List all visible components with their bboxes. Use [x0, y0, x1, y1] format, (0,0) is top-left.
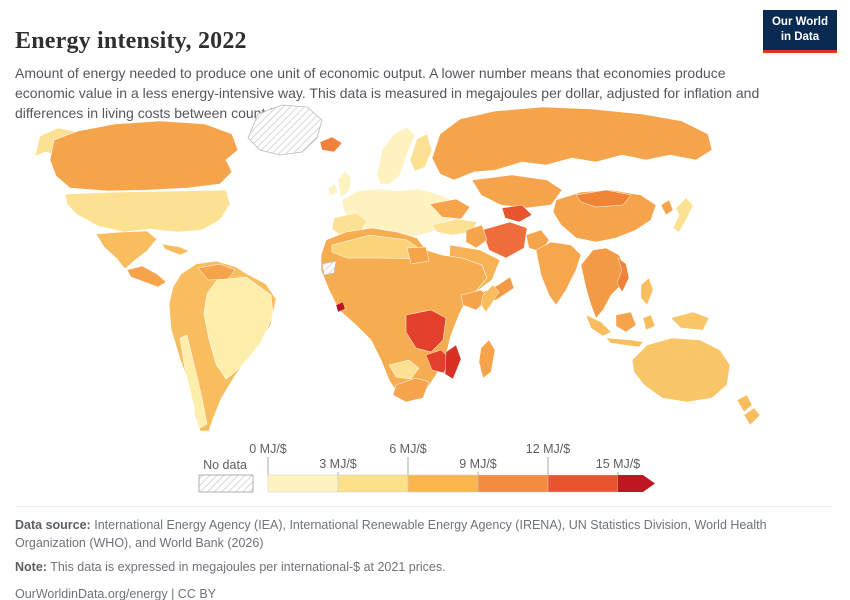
country-papua-new-guinea[interactable] [670, 311, 710, 331]
country-mexico[interactable] [95, 230, 158, 270]
country-drc[interactable] [405, 309, 447, 353]
region-greenland-no-data[interactable] [247, 104, 323, 156]
legend-label-6: 6 MJ/$ [389, 442, 427, 456]
legend-label-15: 15 MJ/$ [596, 457, 641, 471]
legend-swatch-15-plus-arrow[interactable] [618, 475, 655, 492]
country-china[interactable] [552, 189, 657, 243]
island-sulawesi[interactable] [642, 314, 656, 331]
map-legend: No data 0 MJ/$ 3 MJ/$ 6 MJ/$ 9 MJ/$ 12 M… [193, 442, 673, 498]
island-sumatra[interactable] [585, 314, 612, 337]
region-central-america[interactable] [126, 265, 167, 288]
region-western-sahara-no-data[interactable] [321, 260, 337, 276]
region-borneo-malaysia[interactable] [615, 311, 637, 333]
country-new-zealand-north[interactable] [736, 394, 753, 413]
region-iraq-syria[interactable] [465, 224, 488, 249]
legend-label-0: 0 MJ/$ [249, 442, 287, 456]
owid-logo-line2: in Data [780, 30, 820, 43]
country-south-africa[interactable] [392, 377, 430, 403]
country-kazakhstan[interactable] [471, 174, 563, 209]
country-russia[interactable] [431, 106, 713, 181]
region-namibia-botswana[interactable] [388, 359, 420, 380]
owid-logo-accent-bar [762, 49, 837, 53]
country-philippines[interactable] [640, 277, 654, 306]
country-canada[interactable] [49, 120, 239, 192]
country-south-korea[interactable] [660, 199, 674, 216]
legend-swatch-9-12[interactable] [477, 474, 549, 493]
legend-swatch-0-3[interactable] [267, 474, 339, 493]
country-new-zealand-south[interactable] [743, 407, 761, 426]
no-data-label: No data [203, 458, 247, 472]
owid-logo-line1: Our World [771, 16, 828, 28]
country-ireland[interactable] [327, 183, 339, 197]
legend-label-3: 3 MJ/$ [319, 457, 357, 471]
legend-svg: No data 0 MJ/$ 3 MJ/$ 6 MJ/$ 9 MJ/$ 12 M… [198, 442, 655, 493]
legend-swatch-12-15[interactable] [547, 474, 619, 493]
page-title: Energy intensity, 2022 [15, 28, 247, 55]
region-caribbean[interactable] [161, 243, 190, 256]
note-text: This data is expressed in megajoules per… [50, 560, 446, 575]
chart-footer: Data source: International Energy Agency… [15, 506, 833, 600]
legend-label-9: 9 MJ/$ [459, 457, 497, 471]
region-africa[interactable] [320, 227, 488, 401]
region-norway-sweden[interactable] [376, 126, 416, 185]
country-iran[interactable] [481, 221, 528, 259]
country-madagascar[interactable] [478, 339, 496, 379]
island-java[interactable] [605, 337, 644, 348]
country-egypt[interactable] [406, 246, 430, 265]
country-somalia[interactable] [480, 284, 500, 313]
country-australia[interactable] [631, 337, 731, 403]
country-liberia[interactable] [335, 301, 346, 313]
data-source-text: International Energy Agency (IEA), Inter… [15, 518, 767, 551]
legend-swatch-6-9[interactable] [407, 474, 479, 493]
world-map [34, 104, 761, 432]
country-mozambique[interactable] [444, 344, 462, 380]
note-line: Note: This data is expressed in megajoul… [15, 558, 833, 576]
country-venezuela[interactable] [197, 263, 236, 281]
country-india[interactable] [535, 241, 582, 306]
country-mongolia[interactable] [575, 189, 632, 208]
legend-label-12: 12 MJ/$ [526, 442, 571, 456]
country-usa[interactable] [64, 189, 231, 233]
country-vietnam[interactable] [616, 257, 630, 293]
country-iceland[interactable] [319, 136, 343, 153]
chart-subtitle: Amount of energy needed to produce one u… [15, 65, 760, 121]
country-japan[interactable] [672, 197, 694, 233]
note-label: Note: [15, 560, 47, 575]
world-map-area [30, 98, 830, 446]
country-ukraine[interactable] [429, 198, 471, 220]
attribution-link[interactable]: OurWorldinData.org/energy | CC BY [15, 587, 217, 600]
region-turkmenistan-uzbekistan[interactable] [501, 204, 533, 223]
region-southeast-asia[interactable] [580, 247, 627, 319]
no-data-swatch[interactable] [198, 474, 254, 493]
owid-logo[interactable]: Our World in Data [762, 10, 837, 53]
country-uk[interactable] [337, 170, 352, 198]
data-source-line: Data source: International Energy Agency… [15, 516, 833, 552]
country-chile[interactable] [179, 334, 208, 429]
data-source-label: Data source: [15, 518, 91, 532]
country-brazil[interactable] [203, 276, 274, 380]
legend-swatch-3-6[interactable] [337, 474, 409, 493]
country-finland[interactable] [409, 133, 433, 172]
